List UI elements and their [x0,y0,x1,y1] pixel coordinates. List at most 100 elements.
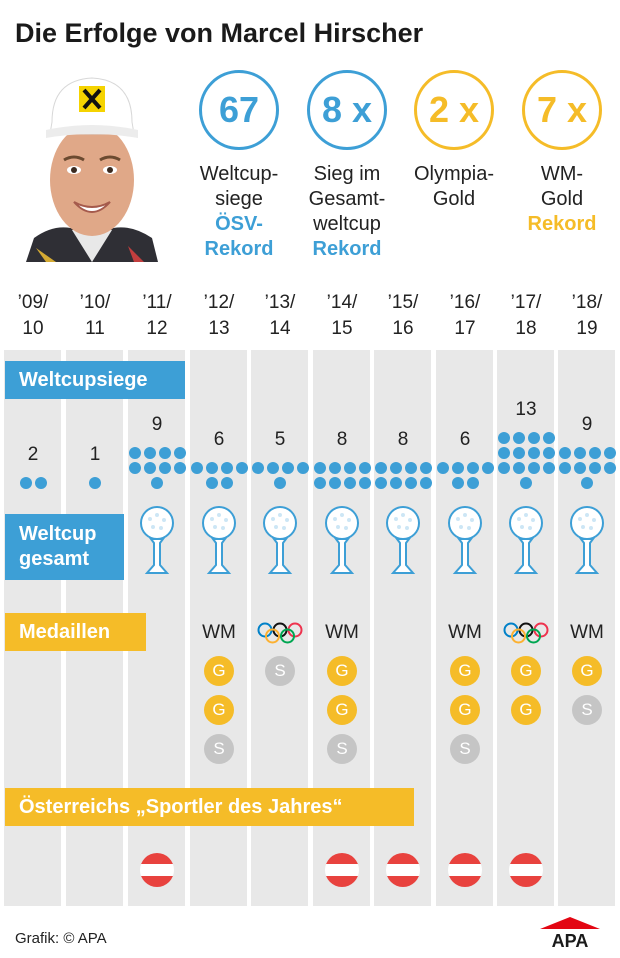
crystal-globe-icon [325,506,359,574]
win-dot [389,477,402,489]
season-label-line: ’11/ [142,292,172,313]
win-dot [603,462,616,474]
win-dot [558,447,571,459]
wins-count-label: 8 [397,429,409,450]
footer-credit: Grafik: © APA [15,930,107,947]
season-label: ’17/18 [497,290,555,342]
gold-medal: G [450,656,480,686]
win-dot [19,477,32,489]
medals-section-label: Medaillen [5,613,146,651]
win-dot [542,462,555,474]
win-dot [374,477,387,489]
win-dot [143,462,156,474]
silver-medal: S [265,656,295,686]
win-dot [404,462,417,474]
win-dot [128,447,141,459]
win-dot [158,462,171,474]
olympic-rings-icon [257,622,303,644]
stat-wm-circle: 7 x [522,70,602,150]
season-column [436,350,493,906]
stat-wm-label: WM- Gold [540,163,584,210]
win-dot [328,462,341,474]
wins-count-label: 8 [336,429,348,450]
win-dot [220,477,233,489]
win-dot [389,462,402,474]
season-label: ’15/16 [374,290,432,342]
win-dot [573,462,586,474]
crystal-globe-icon [140,506,174,574]
wins-count-label: 9 [151,414,163,435]
win-dot [313,462,326,474]
win-dot [512,462,525,474]
wins-count-label: 6 [213,429,225,450]
wins-count-label: 6 [459,429,471,450]
win-dot [419,477,432,489]
season-label-line: 11 [85,318,105,339]
stat-overall-label: Sieg im Gesamt-weltcup [308,163,386,235]
crystal-globe-icon [570,506,604,574]
gold-medal: G [327,695,357,725]
page-title: Die Erfolge von Marcel Hirscher [15,18,424,48]
games-label-wm: WM [570,622,604,643]
stat-wm-note: Rekord [527,213,597,235]
win-dot [358,462,371,474]
gold-medal: G [204,695,234,725]
gold-medal: G [204,656,234,686]
austria-flag-icon [386,853,420,887]
gold-medal: G [450,695,480,725]
season-label-line: ’15/ [387,292,419,313]
stat-olympic-circle: 2 x [414,70,494,150]
season-label-line: ’17/ [510,292,542,313]
athlete-portrait [26,77,158,262]
win-dot [173,462,186,474]
win-dot [34,477,47,489]
games-label-wm: WM [202,622,236,643]
wins-count-label: 9 [581,414,593,435]
stat-overall-circle: 8 x [307,70,387,150]
season-label: ’09/10 [4,290,62,342]
season-column [558,350,615,906]
season-label: ’13/14 [251,290,309,342]
win-dot [419,462,432,474]
win-dot [581,477,593,489]
win-dot [481,462,494,474]
win-dot [343,462,356,474]
season-label-line: 18 [515,318,537,339]
austria-flag-icon [448,853,482,887]
win-dot [527,447,540,459]
win-dot [512,447,525,459]
wins-section-label: Weltcupsiege [5,361,185,399]
season-label-line: 19 [576,318,598,339]
win-dot [466,462,479,474]
wins-count-label: 2 [27,444,39,465]
crystal-globe-icon [263,506,297,574]
overall-section-label: Weltcup gesamt [5,514,124,580]
games-label-wm: WM [325,622,359,643]
games-label-wm: WM [448,622,482,643]
win-dot [274,477,286,489]
win-dot [143,447,156,459]
win-dot [251,462,264,474]
season-label: ’10/11 [66,290,124,342]
season-label-line: ’12/ [203,292,235,313]
season-label-line: 14 [269,318,291,339]
win-dot [527,432,540,444]
season-label-line: 10 [22,318,44,339]
silver-medal: S [204,734,234,764]
athlete-section-label: Österreichs „Sportler des Jahres“ [5,788,414,826]
gold-medal: G [511,695,541,725]
silver-medal: S [327,734,357,764]
win-dot [558,462,571,474]
season-label-line: 12 [146,318,168,339]
stat-olympic-label: Olympia- Gold [413,163,494,210]
gold-medal: G [572,656,602,686]
wins-count-label: 5 [274,429,286,450]
win-dot [343,477,356,489]
season-label-line: ’13/ [264,292,296,313]
win-dot [296,462,309,474]
win-dot [603,447,616,459]
win-dot [542,447,555,459]
season-label: ’11/12 [128,290,186,342]
win-dot [128,462,141,474]
win-dot [374,462,387,474]
